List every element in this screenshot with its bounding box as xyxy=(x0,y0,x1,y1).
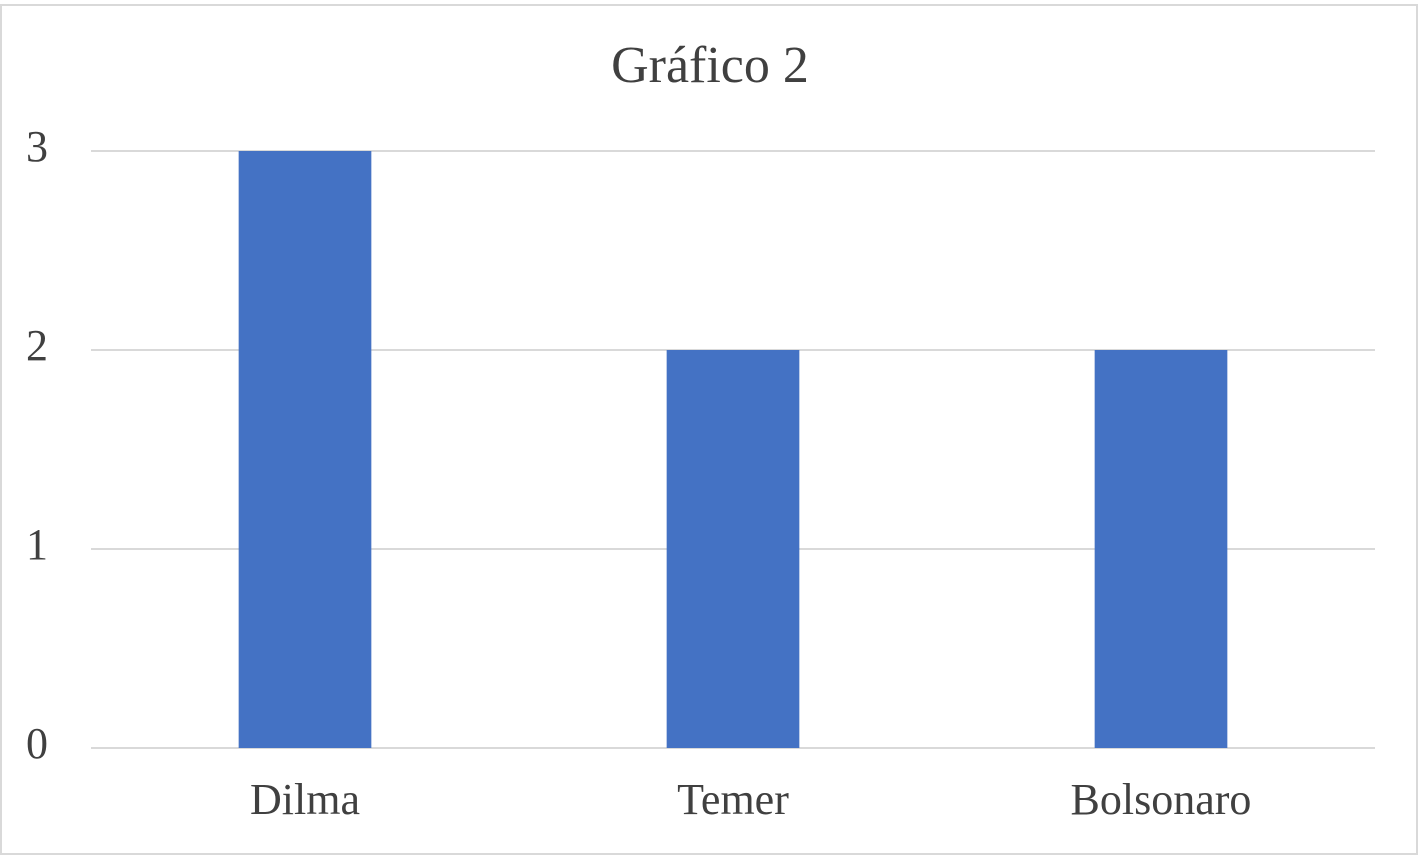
bar xyxy=(238,151,372,748)
y-tick-label: 3 xyxy=(26,122,48,171)
y-tick-label: 1 xyxy=(26,520,48,569)
y-tick-label: 2 xyxy=(26,321,48,370)
bar xyxy=(666,350,800,748)
x-tick-label: Dilma xyxy=(250,775,360,824)
bar xyxy=(1094,350,1228,748)
x-tick-label: Temer xyxy=(677,775,789,824)
y-tick-label: 0 xyxy=(26,719,48,768)
chart-title: Gráfico 2 xyxy=(611,37,809,94)
x-tick-label: Bolsonaro xyxy=(1071,775,1252,824)
